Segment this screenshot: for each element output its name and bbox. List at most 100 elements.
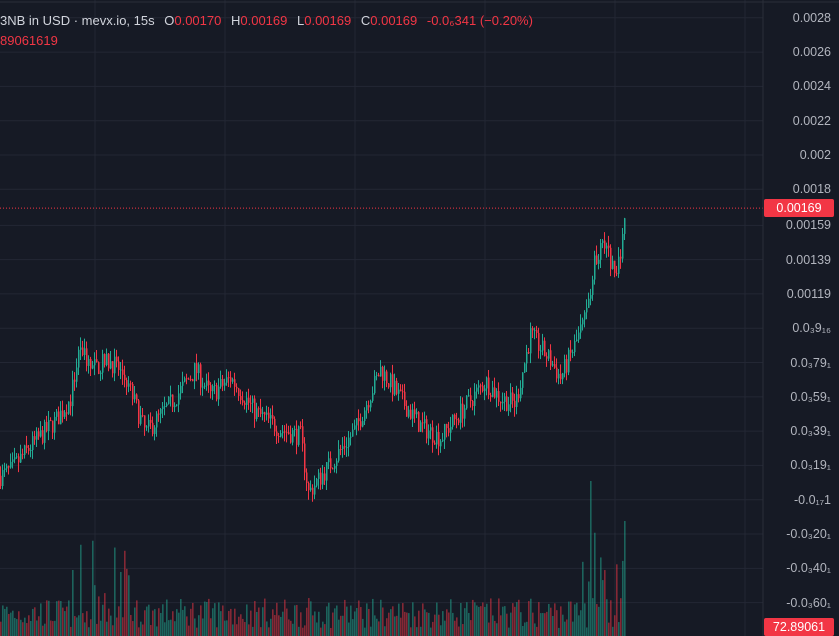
volume-bar bbox=[550, 607, 552, 636]
candle bbox=[362, 416, 364, 428]
candle bbox=[560, 364, 562, 384]
volume-bar bbox=[172, 611, 174, 636]
candle bbox=[438, 423, 440, 456]
volume-bar bbox=[336, 605, 338, 636]
candle bbox=[538, 327, 540, 359]
volume-bars bbox=[0, 481, 626, 636]
candle bbox=[476, 384, 478, 399]
candle bbox=[622, 227, 624, 263]
candle bbox=[408, 405, 410, 419]
volume-bar bbox=[372, 598, 374, 636]
candle bbox=[50, 417, 52, 422]
low-value: 0.00169 bbox=[304, 13, 352, 28]
candle bbox=[194, 362, 196, 390]
candle bbox=[156, 411, 158, 437]
candle bbox=[562, 372, 564, 385]
candle bbox=[466, 395, 468, 410]
volume-bar bbox=[608, 622, 610, 636]
volume-bar bbox=[294, 605, 296, 636]
candle bbox=[306, 468, 308, 492]
volume-bar bbox=[460, 602, 462, 636]
open-value: 0.00170 bbox=[174, 13, 222, 28]
volume-bar bbox=[20, 619, 22, 636]
candle bbox=[244, 400, 246, 410]
candle bbox=[286, 423, 288, 443]
volume-bar bbox=[222, 605, 224, 636]
volume-bar bbox=[266, 621, 268, 636]
candle bbox=[418, 411, 420, 433]
candle bbox=[504, 392, 506, 412]
volume-bar bbox=[22, 622, 24, 636]
volume-bar bbox=[278, 615, 280, 636]
candle bbox=[78, 346, 80, 376]
candle bbox=[568, 347, 570, 376]
candle bbox=[440, 439, 442, 453]
volume-bar bbox=[510, 612, 512, 636]
candle bbox=[612, 255, 614, 270]
price-tick-label: -0.0₃40₁ bbox=[786, 561, 831, 576]
candle bbox=[96, 349, 98, 363]
candle bbox=[164, 396, 166, 416]
candle bbox=[494, 377, 496, 399]
candle bbox=[34, 430, 36, 445]
candle bbox=[446, 423, 448, 438]
volume-bar bbox=[328, 602, 330, 636]
price-tick-label: 0.0₃39₁ bbox=[790, 424, 831, 439]
volume-bar bbox=[170, 619, 172, 636]
price-tick-label: 0.0₃19₁ bbox=[790, 458, 831, 473]
candle bbox=[276, 425, 278, 445]
price-tick-label: 0.0022 bbox=[792, 113, 831, 128]
volume-bar bbox=[464, 608, 466, 636]
volume-bar bbox=[496, 623, 498, 636]
candle bbox=[498, 382, 500, 407]
candle bbox=[2, 464, 4, 490]
candle bbox=[394, 373, 396, 397]
volume-bar bbox=[612, 626, 614, 636]
volume-bar bbox=[534, 623, 536, 636]
candle bbox=[594, 250, 596, 285]
volume-bar bbox=[344, 599, 346, 636]
close-label: C bbox=[360, 13, 371, 28]
candle bbox=[186, 373, 188, 385]
candle bbox=[258, 406, 260, 417]
candle bbox=[514, 393, 516, 417]
volume-bar bbox=[30, 621, 32, 636]
volume-bar bbox=[454, 620, 456, 636]
volume-bar bbox=[572, 621, 574, 636]
candle bbox=[10, 453, 12, 469]
close-value: 0.00169 bbox=[370, 13, 418, 28]
volume-bar bbox=[104, 593, 106, 636]
candle bbox=[188, 377, 190, 380]
volume-bar bbox=[300, 612, 302, 636]
volume-bar bbox=[50, 620, 52, 636]
volume-bar bbox=[186, 616, 188, 636]
volume-bar bbox=[68, 600, 70, 636]
candle bbox=[360, 413, 362, 431]
candle bbox=[136, 393, 138, 404]
candle bbox=[606, 242, 608, 258]
volume-bar bbox=[292, 623, 294, 636]
candle bbox=[576, 329, 578, 342]
volume-bar bbox=[210, 618, 212, 636]
volume-bar bbox=[482, 602, 484, 636]
volume-bar bbox=[14, 617, 16, 636]
volume-bar bbox=[284, 599, 286, 636]
candle bbox=[170, 385, 172, 407]
candle bbox=[0, 466, 2, 489]
candle bbox=[396, 377, 398, 396]
volume-bar bbox=[114, 547, 116, 636]
volume-bar bbox=[576, 602, 578, 636]
candle bbox=[484, 384, 486, 401]
candle bbox=[566, 354, 568, 381]
volume-bar bbox=[532, 612, 534, 636]
volume-bar bbox=[512, 603, 514, 636]
candle bbox=[192, 378, 194, 382]
candle bbox=[322, 465, 324, 490]
volume-bar bbox=[462, 624, 464, 636]
volume-bar bbox=[274, 615, 276, 636]
candle bbox=[32, 431, 34, 459]
candle bbox=[174, 402, 176, 413]
candle bbox=[74, 372, 76, 391]
